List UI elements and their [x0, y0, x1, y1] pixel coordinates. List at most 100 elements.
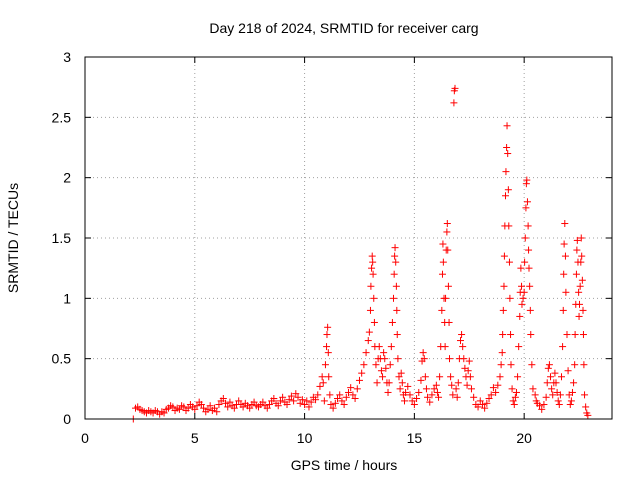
- data-point: [454, 379, 462, 387]
- y-tick-label: 0.5: [52, 351, 72, 367]
- data-point: [500, 252, 508, 260]
- data-point: [193, 402, 201, 410]
- data-point: [554, 397, 562, 405]
- data-point: [561, 220, 569, 228]
- data-point: [474, 403, 482, 411]
- data-point: [509, 397, 517, 405]
- data-point: [347, 384, 355, 392]
- data-point: [206, 402, 214, 410]
- data-point: [465, 357, 473, 365]
- data-point: [445, 318, 453, 326]
- data-point: [456, 337, 464, 345]
- data-point: [485, 394, 493, 402]
- data-point: [504, 150, 512, 158]
- data-point: [421, 373, 429, 381]
- data-point: [559, 343, 567, 351]
- data-point: [362, 349, 370, 357]
- data-point: [549, 391, 557, 399]
- data-point: [448, 381, 456, 389]
- data-point: [351, 394, 359, 402]
- data-point: [370, 294, 378, 302]
- data-point: [413, 394, 421, 402]
- data-point: [571, 331, 579, 339]
- data-point: [385, 379, 393, 387]
- data-point: [573, 246, 581, 254]
- data-point: [420, 355, 428, 363]
- data-point: [283, 401, 291, 409]
- data-point: [575, 288, 583, 296]
- data-point: [451, 84, 459, 92]
- data-point: [377, 367, 385, 375]
- data-point: [396, 385, 404, 393]
- data-point: [560, 240, 568, 248]
- data-point: [290, 397, 298, 405]
- data-point: [442, 294, 450, 302]
- data-point: [323, 343, 331, 351]
- data-point: [521, 234, 529, 242]
- data-point: [433, 388, 441, 396]
- data-point: [379, 373, 387, 381]
- data-point: [446, 355, 454, 363]
- data-point: [381, 355, 389, 363]
- data-point: [393, 331, 401, 339]
- data-point: [515, 343, 523, 351]
- data-point: [526, 306, 534, 314]
- data-point: [514, 373, 522, 381]
- y-tick-label: 2: [63, 170, 71, 186]
- data-point: [581, 391, 589, 399]
- data-point: [526, 282, 534, 290]
- data-point: [435, 393, 443, 401]
- data-point: [316, 382, 324, 390]
- data-point: [372, 361, 380, 369]
- data-point: [345, 388, 352, 396]
- data-point: [576, 300, 584, 308]
- data-point: [404, 382, 412, 390]
- data-point: [571, 361, 579, 369]
- data-point: [368, 252, 376, 260]
- data-point: [584, 411, 592, 419]
- x-tick-label: 10: [297, 430, 313, 446]
- data-point: [438, 270, 446, 278]
- data-point: [265, 401, 273, 409]
- data-point: [369, 270, 377, 278]
- data-point: [499, 306, 507, 314]
- data-point: [204, 405, 212, 413]
- data-point: [548, 385, 556, 393]
- data-point: [519, 294, 527, 302]
- data-point: [452, 385, 460, 393]
- x-tick-label: 5: [191, 430, 199, 446]
- data-point: [305, 403, 313, 411]
- data-point: [499, 331, 507, 339]
- data-point: [450, 99, 458, 107]
- data-point: [555, 401, 563, 409]
- data-point: [508, 385, 516, 393]
- data-point: [552, 379, 560, 387]
- data-point: [263, 404, 271, 412]
- data-point: [556, 391, 564, 399]
- data-point: [439, 258, 447, 266]
- data-point: [321, 361, 329, 369]
- data-point: [392, 258, 400, 266]
- data-point: [380, 349, 388, 357]
- data-point: [400, 397, 408, 405]
- data-point: [507, 331, 515, 339]
- data-point: [219, 394, 227, 402]
- data-point: [296, 399, 304, 407]
- data-point: [285, 396, 293, 404]
- data-point: [419, 349, 427, 357]
- data-point: [327, 401, 335, 409]
- data-point: [197, 401, 205, 409]
- data-point: [323, 331, 331, 339]
- data-point: [390, 270, 398, 278]
- tick-layer: 0 5 10 15 20 0 0.5 1 1.5 2 2.5 3: [52, 49, 612, 446]
- data-point: [325, 373, 333, 381]
- data-point: [538, 405, 546, 413]
- data-point: [408, 397, 416, 405]
- data-point: [338, 397, 346, 405]
- data-point: [453, 393, 461, 401]
- data-point: [494, 381, 502, 389]
- data-point: [467, 385, 475, 393]
- data-point: [235, 397, 243, 405]
- data-point: [511, 393, 519, 401]
- data-point: [504, 186, 512, 194]
